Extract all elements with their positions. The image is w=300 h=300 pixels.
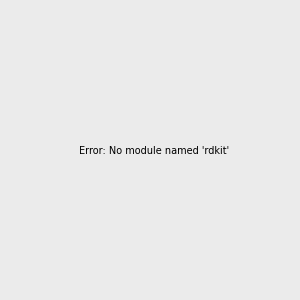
Text: Error: No module named 'rdkit': Error: No module named 'rdkit' (79, 146, 229, 157)
